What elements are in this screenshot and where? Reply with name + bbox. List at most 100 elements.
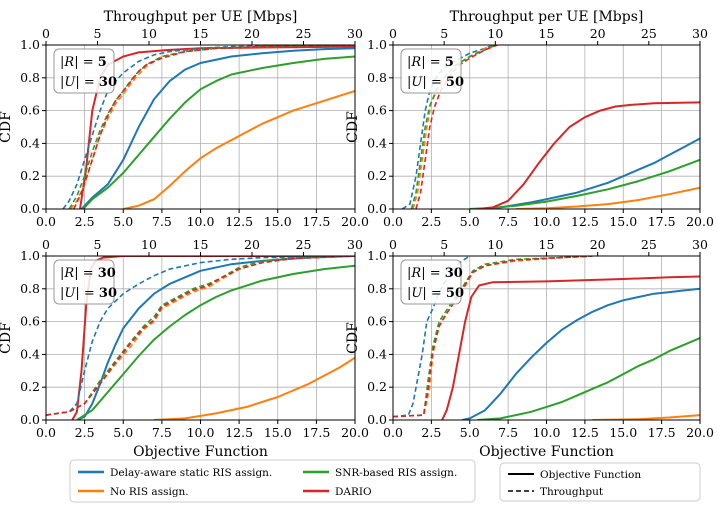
x-tick-label: 20.0 <box>341 425 369 440</box>
annotation-line: |R| = 30 <box>407 266 463 281</box>
top-x-tick-label: 0 <box>389 237 397 252</box>
top-x-tick-label: 20 <box>244 237 260 252</box>
x-tick-label: 2.5 <box>421 425 441 440</box>
y-tick-label: 0.8 <box>367 70 387 85</box>
top-x-tick-label: 30 <box>347 26 363 41</box>
x-tick-label: 17.5 <box>302 425 330 440</box>
y-tick-label: 1.0 <box>367 248 387 263</box>
series-snr-dashed <box>46 256 355 416</box>
series-snr-solid <box>82 55 355 209</box>
series-snr-solid <box>76 264 355 420</box>
top-x-tick-label: 20 <box>590 237 606 252</box>
top-x-tick-label: 5 <box>440 237 448 252</box>
x-tick-label: 20.0 <box>686 425 714 440</box>
top-x-tick-label: 0 <box>389 26 397 41</box>
y-tick-label: 0.8 <box>20 281 40 296</box>
top-x-tick-label: 5 <box>94 237 102 252</box>
top-x-tick-label: 0 <box>42 26 50 41</box>
series-delay-dashed <box>393 256 471 418</box>
annotation-box <box>400 48 462 94</box>
y-tick-label: 0.0 <box>367 412 387 427</box>
legend-label-snr: SNR-based RIS assign. <box>335 467 457 479</box>
series-delay-dashed <box>62 45 355 209</box>
top-x-tick-label: 20 <box>244 26 260 41</box>
x-tick-label: 12.5 <box>571 214 599 229</box>
x-tick-label: 10.0 <box>533 214 561 229</box>
series-norisa-solid <box>154 356 355 420</box>
y-tick-label: 0.4 <box>20 346 40 361</box>
top-x-axis-label: Throughput per UE [Mbps] <box>104 9 298 25</box>
annotation-line: |U| = 50 <box>407 75 464 90</box>
annotation-line: |R| = 5 <box>407 55 454 70</box>
chart-panel-top-left: 0.0 2.5 5.0 7.5 10.0 12.5 15.0 17.5 20.0 0 5 10 15 20… <box>0 9 369 229</box>
y-tick-label: 0.4 <box>20 135 40 150</box>
x-tick-label: 20.0 <box>341 214 369 229</box>
series-snr-solid <box>477 337 700 420</box>
y-axis-label: CDF <box>345 111 361 143</box>
y-tick-label: 0.8 <box>367 281 387 296</box>
top-x-tick-label: 10 <box>141 26 157 41</box>
x-tick-label: 5.0 <box>113 214 133 229</box>
x-tick-label: 5.0 <box>460 425 480 440</box>
top-x-tick-label: 20 <box>590 26 606 41</box>
x-tick-label: 2.5 <box>75 214 95 229</box>
x-tick-label: 7.5 <box>498 425 518 440</box>
y-tick-label: 1.0 <box>367 37 387 52</box>
x-tick-label: 17.5 <box>302 214 330 229</box>
x-tick-label: 12.5 <box>225 425 253 440</box>
legend-label-dario: DARIO <box>335 486 372 498</box>
x-tick-label: 10.0 <box>187 425 215 440</box>
series-delay-solid <box>80 47 355 209</box>
series-dario-solid <box>441 275 700 420</box>
x-tick-label: 7.5 <box>152 214 172 229</box>
series-norisa-solid <box>592 414 700 420</box>
legend-box <box>69 459 476 503</box>
y-tick-label: 0.0 <box>367 201 387 216</box>
y-axis-label: CDF <box>0 322 14 354</box>
chart-panel-bottom-left: 0.0 2.5 5.0 7.5 10.0 12.5 15.0 17.5 20.0 0 5 10 15 20… <box>0 237 369 460</box>
y-tick-label: 0.4 <box>367 135 387 150</box>
top-x-axis-label: Throughput per UE [Mbps] <box>450 9 644 25</box>
y-tick-label: 0.6 <box>367 103 387 118</box>
series-norisa-dashed <box>70 45 355 209</box>
y-tick-label: 0.0 <box>20 412 40 427</box>
top-x-tick-label: 15 <box>539 26 555 41</box>
x-tick-label: 5.0 <box>113 425 133 440</box>
x-tick-label: 2.5 <box>421 214 441 229</box>
top-x-tick-label: 15 <box>539 237 555 252</box>
y-tick-label: 0.6 <box>367 314 387 329</box>
chart-panel-top-right: 0.0 2.5 5.0 7.5 10.0 12.5 15.0 17.5 20.0 0 5 10 15 20… <box>345 9 714 229</box>
series-dario-dashed <box>46 256 355 416</box>
y-tick-label: 0.4 <box>367 346 387 361</box>
top-x-tick-label: 25 <box>296 26 312 41</box>
x-tick-label: 0.0 <box>383 425 403 440</box>
x-tick-label: 15.0 <box>264 214 292 229</box>
series-norisa-dashed <box>393 256 593 418</box>
top-x-tick-label: 0 <box>42 237 50 252</box>
x-tick-label: 15.0 <box>264 425 292 440</box>
top-x-tick-label: 5 <box>440 26 448 41</box>
annotation-box <box>400 259 462 305</box>
annotation-line: |R| = 5 <box>60 55 107 70</box>
y-tick-label: 0.0 <box>20 201 40 216</box>
legend-label-delay: Delay-aware static RIS assign. <box>110 467 272 479</box>
top-x-tick-label: 15 <box>193 26 209 41</box>
x-tick-label: 15.0 <box>609 214 637 229</box>
annotation-line: |U| = 30 <box>60 75 117 90</box>
annotation-box <box>53 259 115 305</box>
top-x-tick-label: 25 <box>641 26 657 41</box>
y-tick-label: 0.8 <box>20 70 40 85</box>
x-tick-label: 10.0 <box>187 214 215 229</box>
top-x-tick-label: 10 <box>141 237 157 252</box>
legend-style-label-dashed: Throughput <box>540 486 604 498</box>
annotation-line: |U| = 50 <box>407 286 464 301</box>
series-delay-solid <box>461 287 700 420</box>
x-axis-label: Objective Function <box>133 444 268 460</box>
series-norisa-solid <box>123 89 355 209</box>
y-axis-label: CDF <box>345 322 361 354</box>
x-tick-label: 12.5 <box>225 214 253 229</box>
annotation-box <box>53 48 115 94</box>
x-tick-label: 5.0 <box>460 214 480 229</box>
x-tick-label: 12.5 <box>571 425 599 440</box>
chart-panel-bottom-right: 0.0 2.5 5.0 7.5 10.0 12.5 15.0 17.5 20.0 0 5 10 15 20… <box>345 237 714 460</box>
